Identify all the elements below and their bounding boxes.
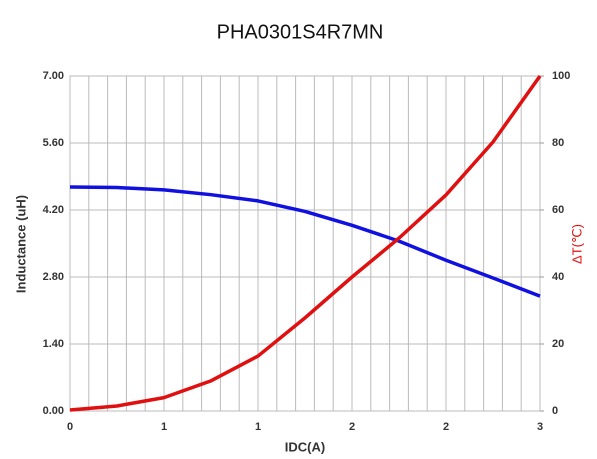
- x-axis-label: IDC(A): [285, 439, 325, 454]
- y-tick-label: 4.20: [43, 204, 64, 216]
- series-line: [69, 185, 541, 298]
- x-tick-label: 2: [349, 421, 355, 433]
- x-tick-label: 1: [255, 421, 261, 433]
- chart-title: PHA0301S4R7MN: [217, 21, 384, 43]
- y-tick-label: 0.00: [43, 405, 64, 417]
- y2-tick-label: 20: [552, 338, 564, 350]
- x-tick-label: 0: [67, 421, 73, 433]
- x-tick-label: 1: [161, 421, 167, 433]
- y-tick-label: 2.80: [43, 271, 64, 283]
- plot-area: [69, 75, 541, 412]
- y2-axis-label: ΔT(℃): [569, 224, 584, 264]
- y-tick-label: 5.60: [43, 137, 64, 149]
- x-tick-label: 2: [443, 421, 449, 433]
- x-tick-label: 3: [537, 421, 543, 433]
- y-axis-label: Inductance (uH): [13, 195, 28, 293]
- y-tick-label: 7.00: [43, 70, 64, 82]
- series-line: [69, 74, 542, 412]
- y2-tick-label: 100: [552, 70, 570, 82]
- y2-tick-label: 40: [552, 271, 564, 283]
- y2-tick-label: 0: [552, 405, 558, 417]
- y-tick-label: 1.40: [43, 338, 64, 350]
- y2-tick-label: 80: [552, 137, 564, 149]
- y2-tick-label: 60: [552, 204, 564, 216]
